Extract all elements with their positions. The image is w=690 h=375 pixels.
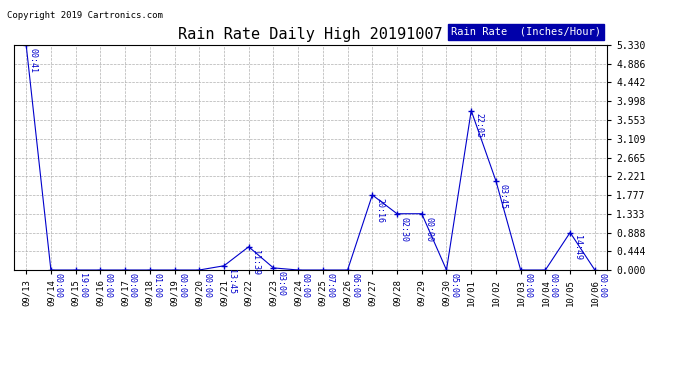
Text: 03:45: 03:45 — [499, 184, 508, 209]
Text: 03:00: 03:00 — [276, 271, 285, 296]
Text: 00:00: 00:00 — [598, 273, 607, 298]
Text: 00:00: 00:00 — [177, 273, 186, 298]
Text: 07:00: 07:00 — [326, 273, 335, 298]
Text: Rain Rate  (Inches/Hour): Rain Rate (Inches/Hour) — [451, 27, 601, 37]
Text: 19:00: 19:00 — [79, 273, 88, 298]
Text: 22:05: 22:05 — [474, 113, 483, 138]
Text: 02:30: 02:30 — [400, 216, 408, 242]
Text: 00:00: 00:00 — [54, 273, 63, 298]
Text: 00:00: 00:00 — [103, 273, 112, 298]
Text: 00:00: 00:00 — [524, 273, 533, 298]
Text: 06:00: 06:00 — [351, 273, 359, 298]
Text: 20:16: 20:16 — [375, 198, 384, 223]
Title: Rain Rate Daily High 20191007: Rain Rate Daily High 20191007 — [178, 27, 443, 42]
Text: 11:39: 11:39 — [251, 249, 260, 274]
Text: 00:00: 00:00 — [202, 273, 211, 298]
Text: Copyright 2019 Cartronics.com: Copyright 2019 Cartronics.com — [7, 11, 163, 20]
Text: 05:00: 05:00 — [449, 273, 458, 298]
Text: 14:49: 14:49 — [573, 235, 582, 260]
Text: 00:41: 00:41 — [29, 48, 38, 73]
Text: 01:00: 01:00 — [152, 273, 161, 298]
Text: 00:00: 00:00 — [548, 273, 557, 298]
Text: 00:00: 00:00 — [128, 273, 137, 298]
Text: 13:45: 13:45 — [227, 268, 236, 294]
Text: 00:00: 00:00 — [424, 216, 433, 242]
Text: 00:00: 00:00 — [301, 273, 310, 298]
